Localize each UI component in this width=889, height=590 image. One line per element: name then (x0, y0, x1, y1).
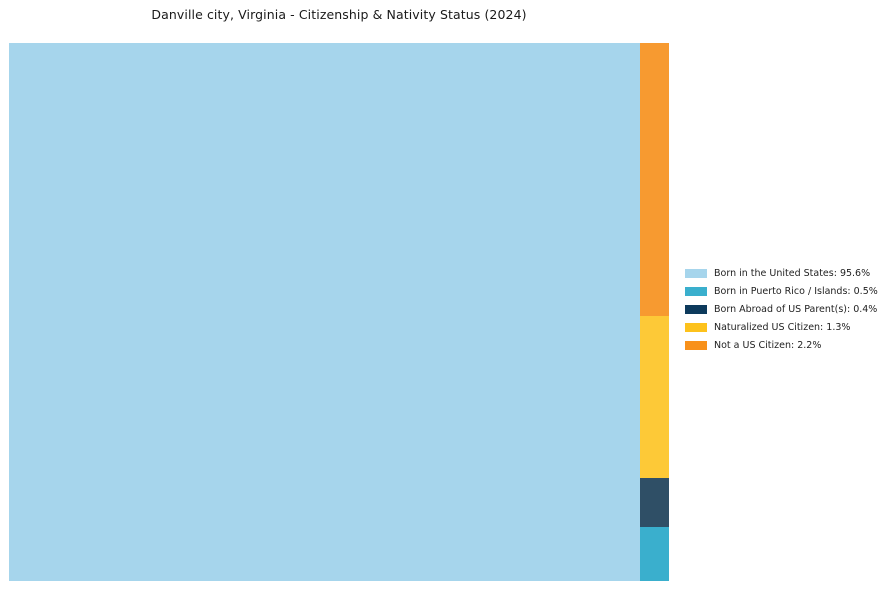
legend-color-swatch (685, 322, 707, 332)
treemap-tile-born-in-puerto-rico-islands (639, 527, 669, 581)
legend-color-swatch (685, 268, 707, 278)
legend-item: Born Abroad of US Parent(s): 0.4% (685, 300, 885, 318)
treemap-tile-not-a-us-citizen (639, 43, 669, 316)
treemap-tile-born-in-the-united-states (9, 43, 640, 581)
legend-item-label: Born in Puerto Rico / Islands: 0.5% (714, 285, 878, 297)
legend-item: Not a US Citizen: 2.2% (685, 336, 885, 354)
chart-legend: Born in the United States: 95.6% Born in … (685, 264, 885, 354)
legend-item-label: Naturalized US Citizen: 1.3% (714, 321, 851, 333)
legend-item: Naturalized US Citizen: 1.3% (685, 318, 885, 336)
treemap-tile-born-abroad-of-us-parents (639, 478, 669, 527)
legend-color-swatch (685, 304, 707, 314)
treemap-plot-area (9, 43, 669, 581)
legend-item-label: Born in the United States: 95.6% (714, 267, 871, 279)
legend-color-swatch (685, 340, 707, 350)
legend-item-label: Not a US Citizen: 2.2% (714, 339, 822, 351)
legend-item: Born in the United States: 95.6% (685, 264, 885, 282)
legend-color-swatch (685, 286, 707, 296)
legend-item: Born in Puerto Rico / Islands: 0.5% (685, 282, 885, 300)
treemap-tile-naturalized-us-citizen (639, 316, 669, 478)
legend-item-label: Born Abroad of US Parent(s): 0.4% (714, 303, 878, 315)
chart-title: Danville city, Virginia - Citizenship & … (151, 7, 527, 22)
